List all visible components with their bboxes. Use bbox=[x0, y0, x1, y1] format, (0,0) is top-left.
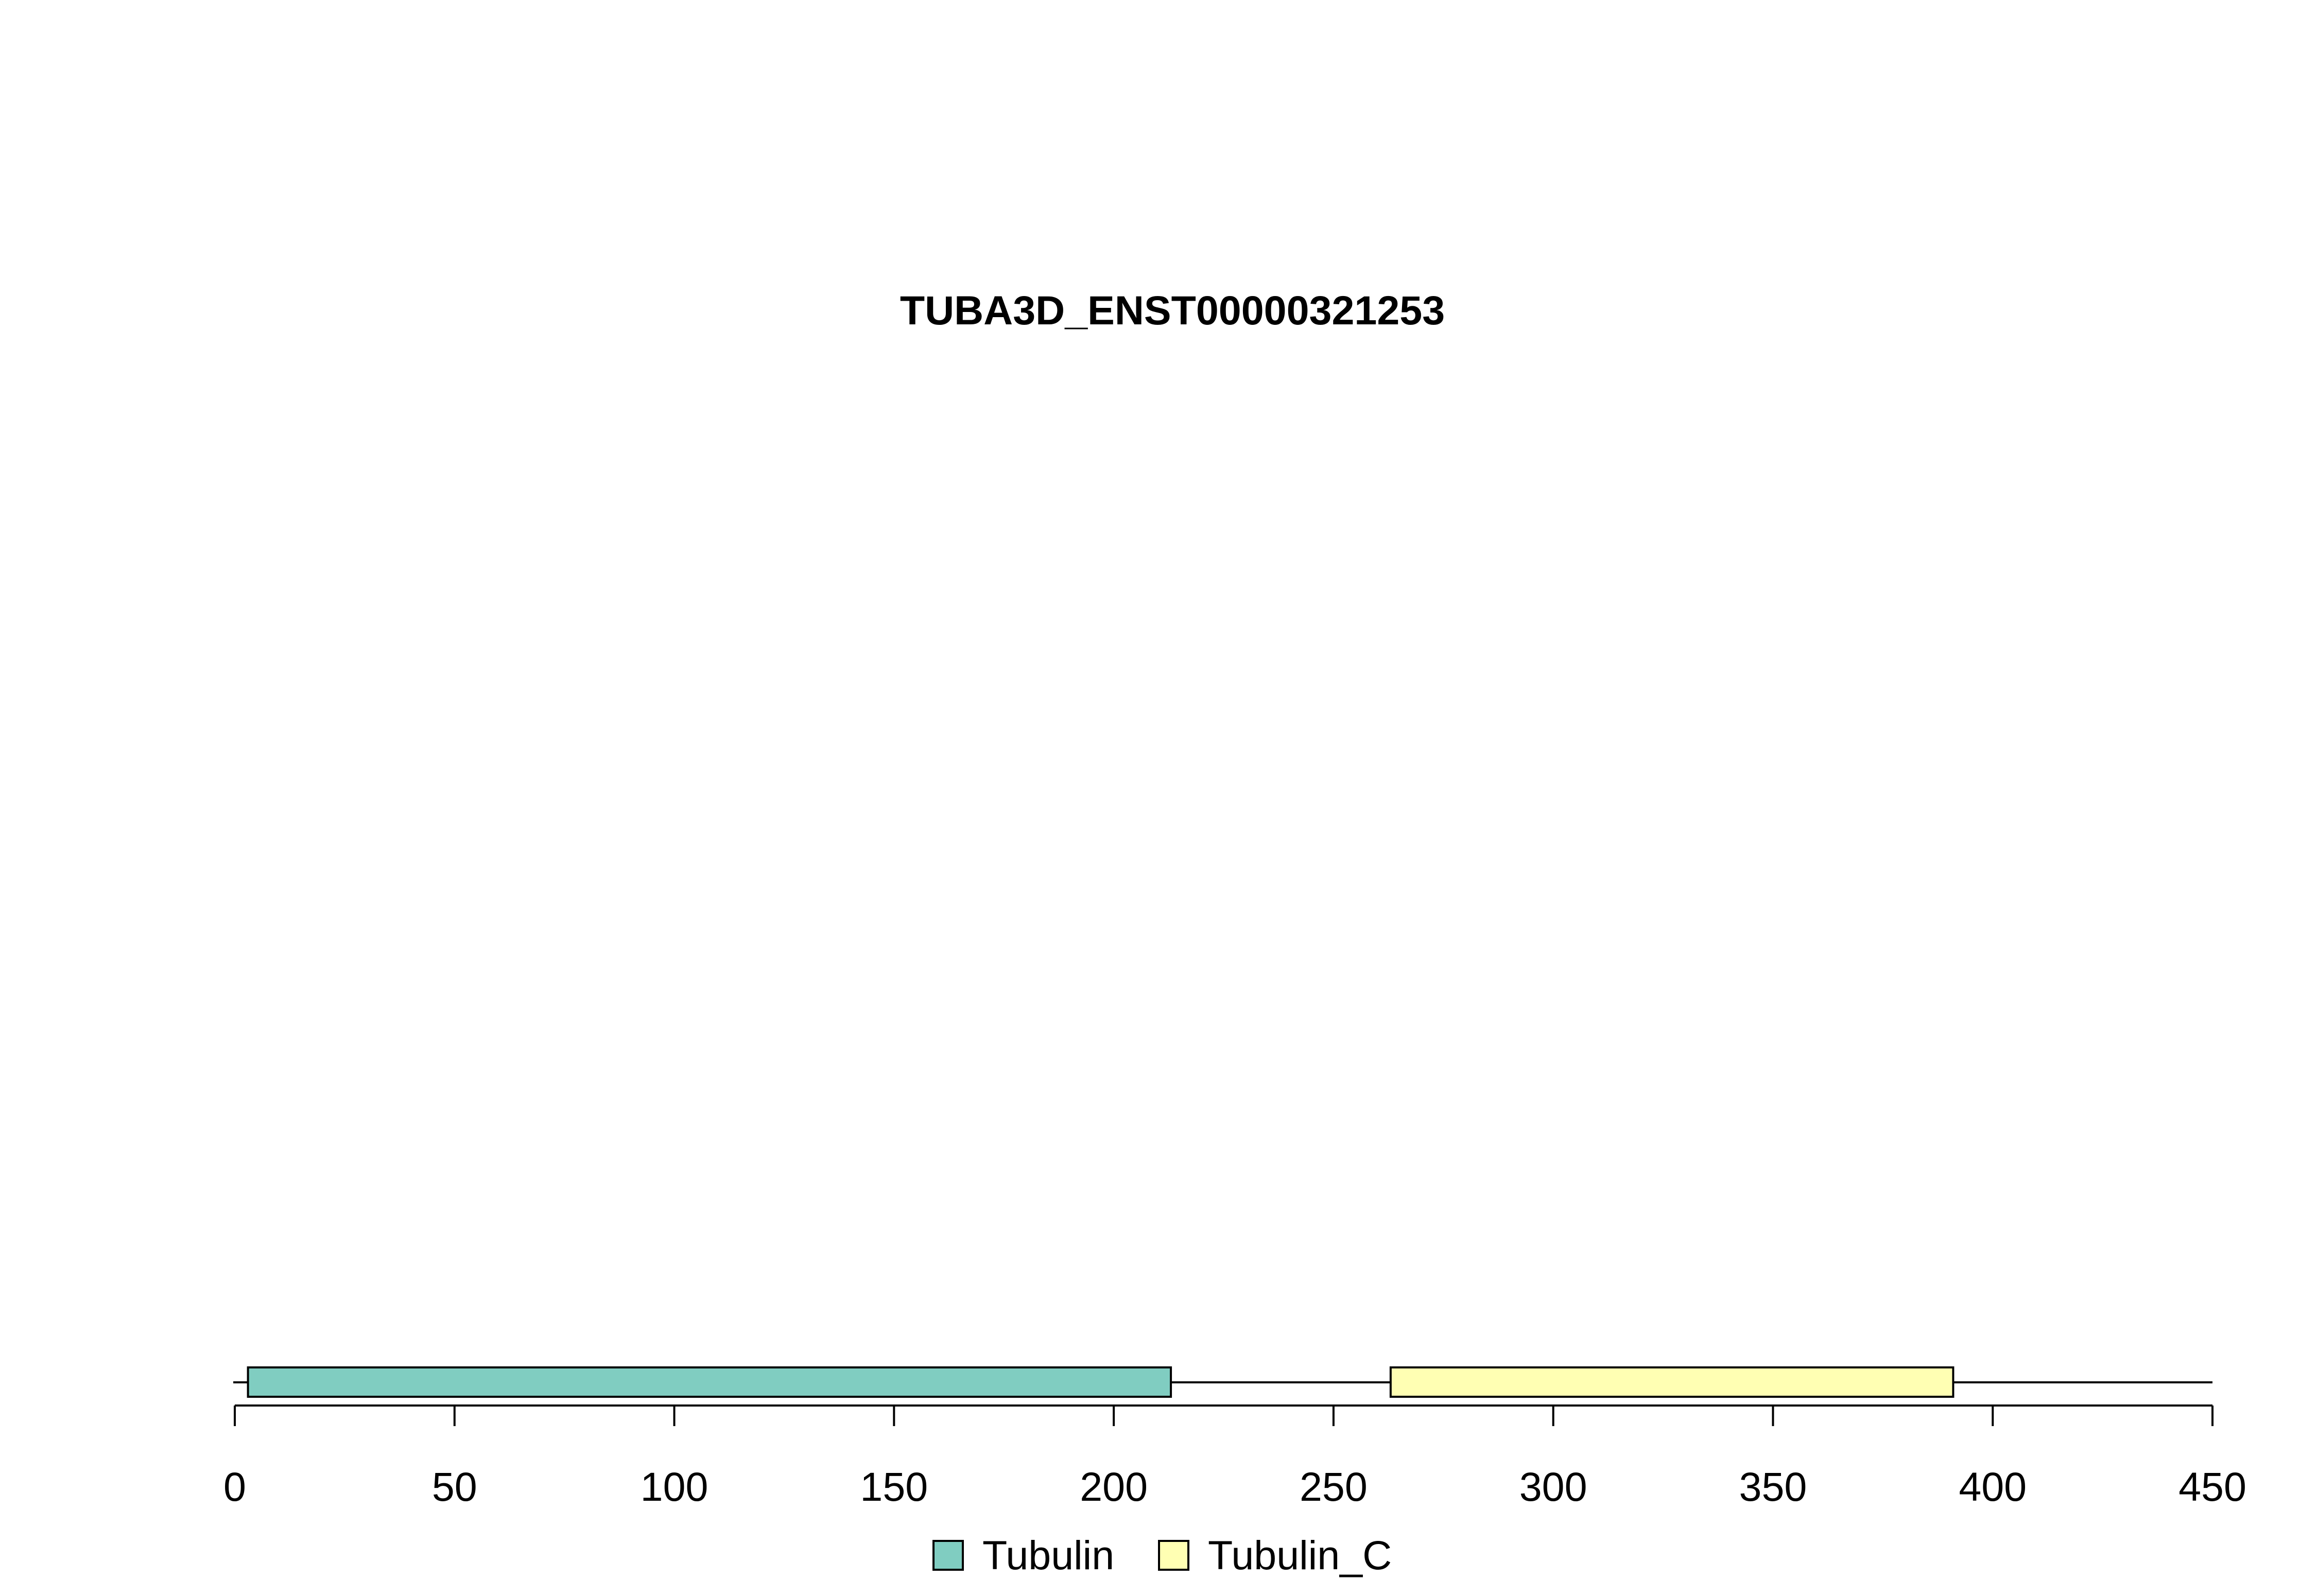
domain-box-tubulin bbox=[247, 1366, 1172, 1398]
legend-label: Tubulin bbox=[982, 1532, 1114, 1578]
legend-swatch bbox=[1158, 1540, 1189, 1571]
x-tick-label: 0 bbox=[223, 1464, 246, 1510]
legend-label: Tubulin_C bbox=[1208, 1532, 1392, 1578]
x-tick-label: 400 bbox=[1959, 1464, 2027, 1510]
x-tick-label: 150 bbox=[860, 1464, 928, 1510]
x-axis: 0 50 100 150 200 250 300 350 400 450 bbox=[223, 1404, 2246, 1510]
x-tick-label: 350 bbox=[1739, 1464, 1807, 1510]
protein-track bbox=[233, 1366, 2212, 1398]
x-tick-label: 300 bbox=[1519, 1464, 1587, 1510]
domain-box-tubulin-c bbox=[1389, 1366, 1955, 1398]
x-tick-label: 200 bbox=[1080, 1464, 1148, 1510]
legend-swatch bbox=[932, 1540, 964, 1571]
x-tick-label: 450 bbox=[2178, 1464, 2246, 1510]
x-tick-label: 250 bbox=[1300, 1464, 1368, 1510]
chart-title: TUBA3D_ENST00000321253 bbox=[900, 287, 1445, 333]
x-tick-label: 100 bbox=[641, 1464, 708, 1510]
legend: Tubulin Tubulin_C bbox=[932, 1532, 1392, 1578]
x-tick-label: 50 bbox=[432, 1464, 477, 1510]
